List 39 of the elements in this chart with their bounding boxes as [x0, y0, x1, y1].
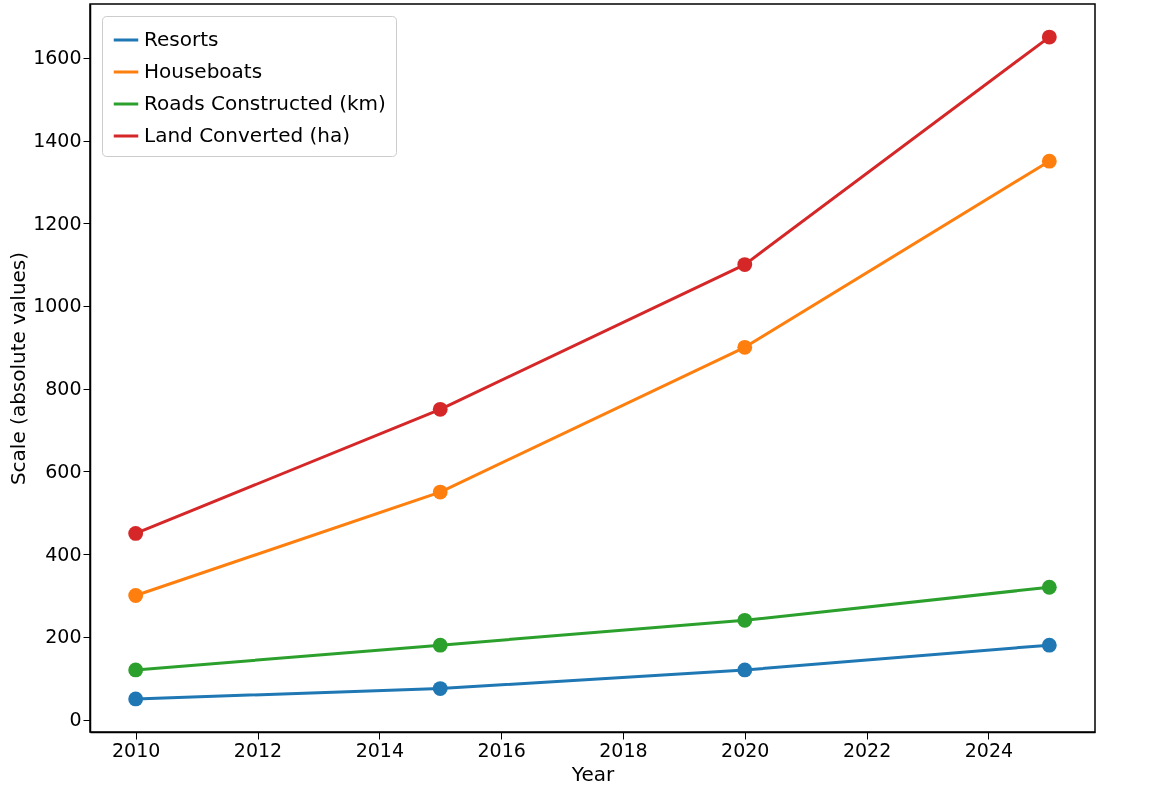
y-tick-label: 600: [45, 459, 82, 482]
point: [737, 339, 753, 355]
point: [432, 637, 448, 653]
y-tick-label: 1600: [33, 46, 82, 69]
legend-label: Land Converted (ha): [144, 123, 351, 147]
x-axis-title: Year: [570, 761, 615, 786]
y-tick-label: 1200: [33, 211, 82, 234]
point: [432, 681, 448, 696]
x-tick-label: 2012: [233, 738, 283, 761]
point: [128, 691, 144, 707]
x-tick-label: 2010: [112, 738, 161, 761]
legend-label: Houseboats: [144, 59, 263, 83]
point: [1041, 153, 1057, 169]
y-tick-label: 1000: [33, 294, 82, 317]
x-tick-label: 2016: [477, 738, 526, 761]
x-tick-label: 2020: [721, 738, 770, 761]
x-tick-label: 2022: [842, 738, 892, 761]
legend-label: Resorts: [144, 27, 219, 51]
y-tick-label: 0: [69, 708, 82, 731]
point: [128, 588, 144, 603]
point: [432, 401, 448, 417]
y-tick-label: 200: [45, 625, 82, 648]
point: [737, 257, 753, 272]
y-axis-title: Scale (absolute values): [6, 251, 31, 486]
point: [1041, 637, 1057, 653]
point: [737, 612, 753, 628]
point: [1041, 579, 1057, 595]
y-tick-label: 400: [45, 542, 82, 565]
y-tick-label: 1400: [33, 129, 82, 151]
x-tick-label: 2024: [964, 738, 1014, 761]
y-tick-label: 800: [45, 377, 82, 400]
point: [128, 526, 144, 541]
point: [432, 484, 448, 500]
point: [128, 662, 144, 678]
x-tick-label: 2014: [355, 738, 404, 761]
point: [1041, 29, 1057, 45]
point: [737, 662, 753, 678]
x-tick-label: 2018: [599, 738, 648, 761]
legend-label: Roads Constructed (km): [144, 91, 386, 115]
